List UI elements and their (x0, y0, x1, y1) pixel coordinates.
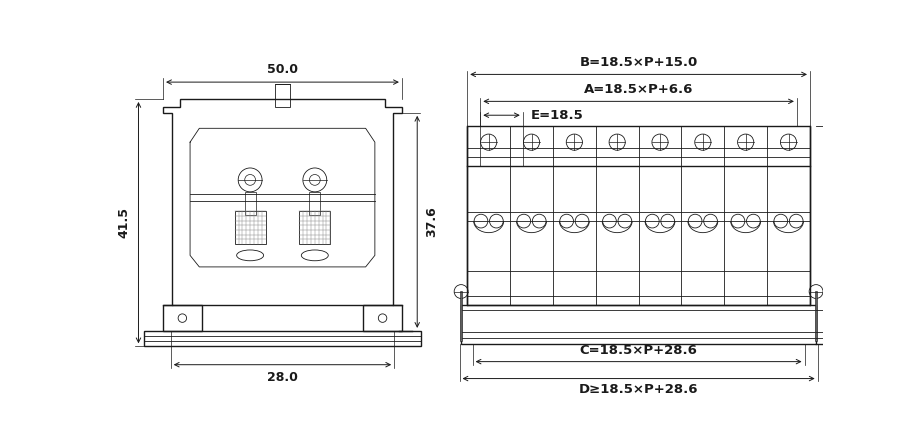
Circle shape (618, 214, 632, 228)
Circle shape (774, 214, 788, 228)
Circle shape (533, 214, 547, 228)
Text: B=18.5×P+15.0: B=18.5×P+15.0 (580, 56, 698, 69)
Bar (163, 306, 202, 331)
Bar (468, 126, 810, 306)
Circle shape (695, 134, 711, 150)
Circle shape (567, 134, 582, 150)
Text: 37.6: 37.6 (425, 207, 438, 237)
Bar (275, 84, 290, 107)
Bar (461, 306, 816, 344)
Bar (144, 331, 421, 346)
Circle shape (809, 285, 823, 299)
Bar (363, 306, 402, 331)
Circle shape (737, 134, 754, 150)
Circle shape (703, 214, 717, 228)
Circle shape (454, 285, 468, 299)
Circle shape (474, 214, 488, 228)
Circle shape (661, 214, 675, 228)
Circle shape (490, 214, 503, 228)
Bar (309, 192, 320, 215)
Text: 41.5: 41.5 (117, 207, 131, 238)
Circle shape (731, 214, 745, 228)
Text: E=18.5: E=18.5 (530, 109, 583, 122)
Circle shape (602, 214, 616, 228)
Text: 50.0: 50.0 (267, 63, 298, 76)
Circle shape (652, 134, 668, 150)
Bar (300, 210, 330, 244)
Text: 28.0: 28.0 (267, 371, 298, 384)
Text: D≥18.5×P+28.6: D≥18.5×P+28.6 (579, 383, 699, 396)
Circle shape (575, 214, 589, 228)
Circle shape (524, 134, 539, 150)
Circle shape (689, 214, 702, 228)
Bar (235, 210, 266, 244)
Text: A=18.5×P+6.6: A=18.5×P+6.6 (584, 83, 693, 96)
Bar (245, 192, 256, 215)
Circle shape (517, 214, 531, 228)
Circle shape (609, 134, 625, 150)
Circle shape (559, 214, 573, 228)
Circle shape (646, 214, 659, 228)
Text: C=18.5×P+28.6: C=18.5×P+28.6 (580, 344, 698, 357)
Circle shape (790, 214, 803, 228)
Circle shape (780, 134, 797, 150)
Circle shape (481, 134, 497, 150)
Circle shape (746, 214, 760, 228)
